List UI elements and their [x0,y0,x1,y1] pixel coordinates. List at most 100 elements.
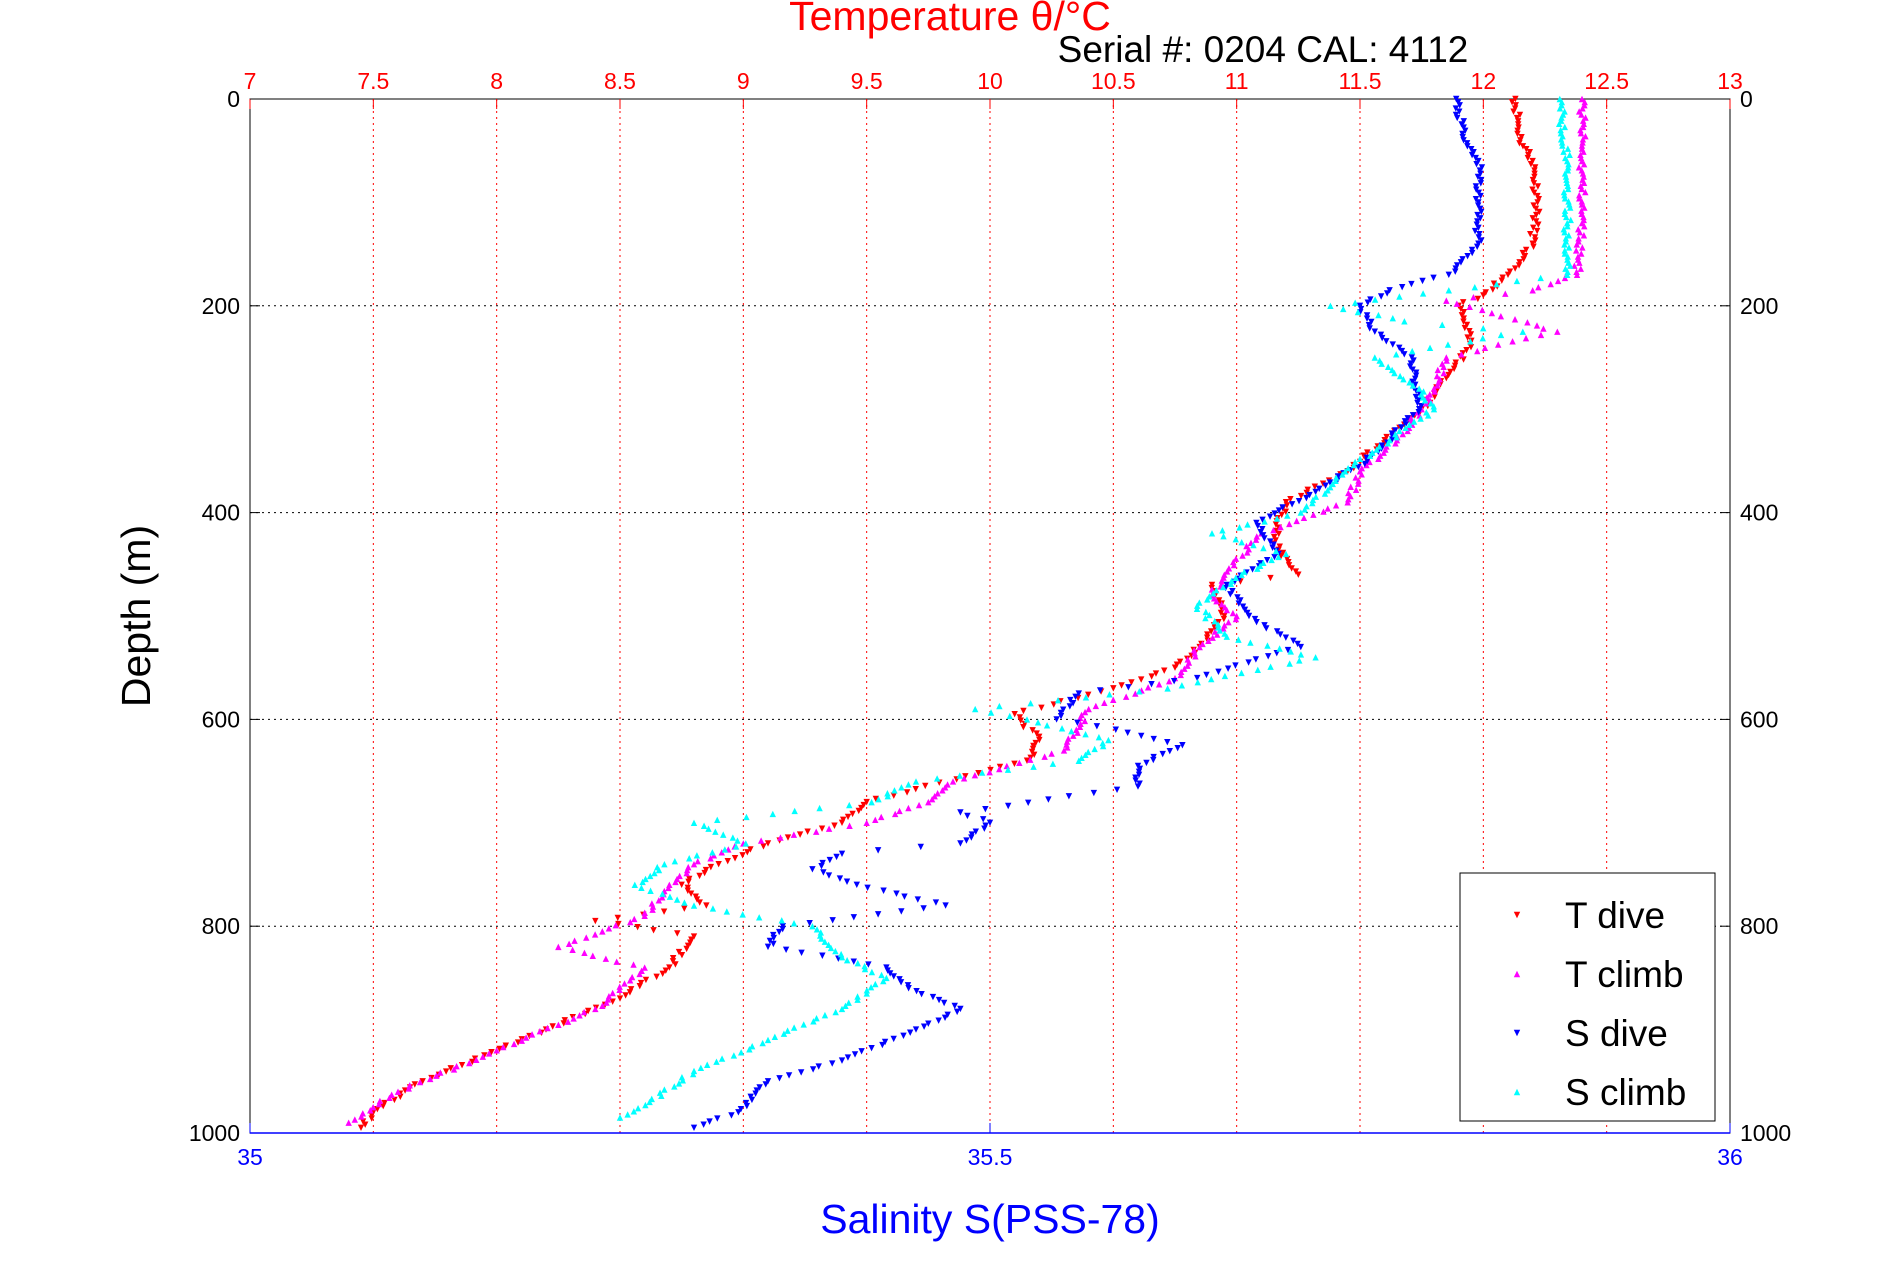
data-point [912,1026,920,1033]
data-point [1579,105,1586,112]
data-point [1474,173,1482,181]
data-point [1282,508,1290,516]
data-point [1003,762,1011,770]
data-point [1261,535,1268,542]
data-point [469,1058,476,1066]
data-point [1577,151,1584,159]
data-point [1582,133,1589,140]
data-point [641,909,648,916]
data-point [1143,759,1150,767]
data-point [957,840,964,847]
data-point [676,872,683,880]
data-point [838,1005,846,1013]
data-point [868,1045,875,1052]
data-point [493,1047,500,1054]
data-point [599,928,606,935]
depth-tick-label-right: 200 [1740,293,1778,319]
data-point [1371,354,1378,361]
series-s-climb [616,95,1574,1121]
temperature-tick-label: 7 [244,68,257,94]
data-point [1272,547,1280,555]
data-point [1535,283,1542,291]
data-point [1377,293,1385,300]
data-point [935,996,943,1004]
data-point [1224,665,1232,672]
data-point [1573,241,1581,248]
data-point [397,1093,404,1101]
data-point [1578,185,1585,193]
data-point [764,1036,772,1044]
data-point [1110,685,1117,692]
data-point [1275,553,1282,561]
data-point [1297,492,1305,500]
data-point [1481,344,1489,352]
data-point [488,1049,495,1056]
data-point [940,999,948,1007]
data-point [642,875,649,883]
legend-marker [1513,911,1521,919]
data-point [685,878,692,886]
data-point [1534,199,1541,206]
data-point [1311,483,1319,490]
data-point [1561,241,1568,248]
data-point [771,1033,779,1041]
data-point [642,976,650,984]
data-point [820,869,827,876]
data-point [1339,471,1346,478]
data-point [1232,574,1240,581]
data-point [1030,763,1037,770]
data-point [1260,559,1267,567]
data-point [1398,283,1406,291]
data-point [762,1081,769,1088]
data-point [1564,182,1572,190]
data-point [1579,139,1586,146]
data-point [960,775,968,782]
data-point [1444,341,1452,348]
data-point [1329,480,1336,488]
data-point [1286,660,1293,667]
data-point [641,964,648,971]
data-point [935,1017,942,1024]
data-point [915,801,923,809]
data-point [813,926,821,933]
data-point [1527,161,1535,168]
data-point [1327,483,1334,491]
data-point [1144,684,1152,691]
data-point [427,1075,434,1083]
data-point [1093,723,1101,730]
data-point [1267,663,1274,670]
data-point [592,917,599,925]
data-point [1443,297,1450,304]
data-point [1267,538,1274,545]
data-point [865,961,872,968]
data-point [1064,744,1071,751]
data-point [1580,179,1588,186]
data-point [630,1108,638,1115]
data-point [730,1052,738,1059]
data-point [368,1115,375,1122]
legend-label: T dive [1565,895,1665,936]
data-point [809,923,816,930]
data-point [1514,130,1521,138]
data-point [1519,143,1527,150]
data-point [1263,625,1270,632]
data-point [1254,522,1261,530]
data-point [868,798,875,806]
data-point [1510,108,1517,115]
data-point [1524,154,1532,162]
data-point [1221,672,1229,680]
data-point [941,784,949,791]
data-point [963,837,970,844]
data-point [1364,299,1371,306]
data-point [1259,516,1266,524]
data-point [1523,146,1530,153]
data-point [1380,449,1387,456]
data-point [903,789,911,796]
data-point [351,1116,359,1123]
depth-tick-label-left: 400 [202,500,240,526]
data-point [358,1113,365,1120]
data-point [690,819,698,826]
data-point [1275,507,1283,514]
data-point [672,961,679,968]
data-point [1489,286,1497,293]
